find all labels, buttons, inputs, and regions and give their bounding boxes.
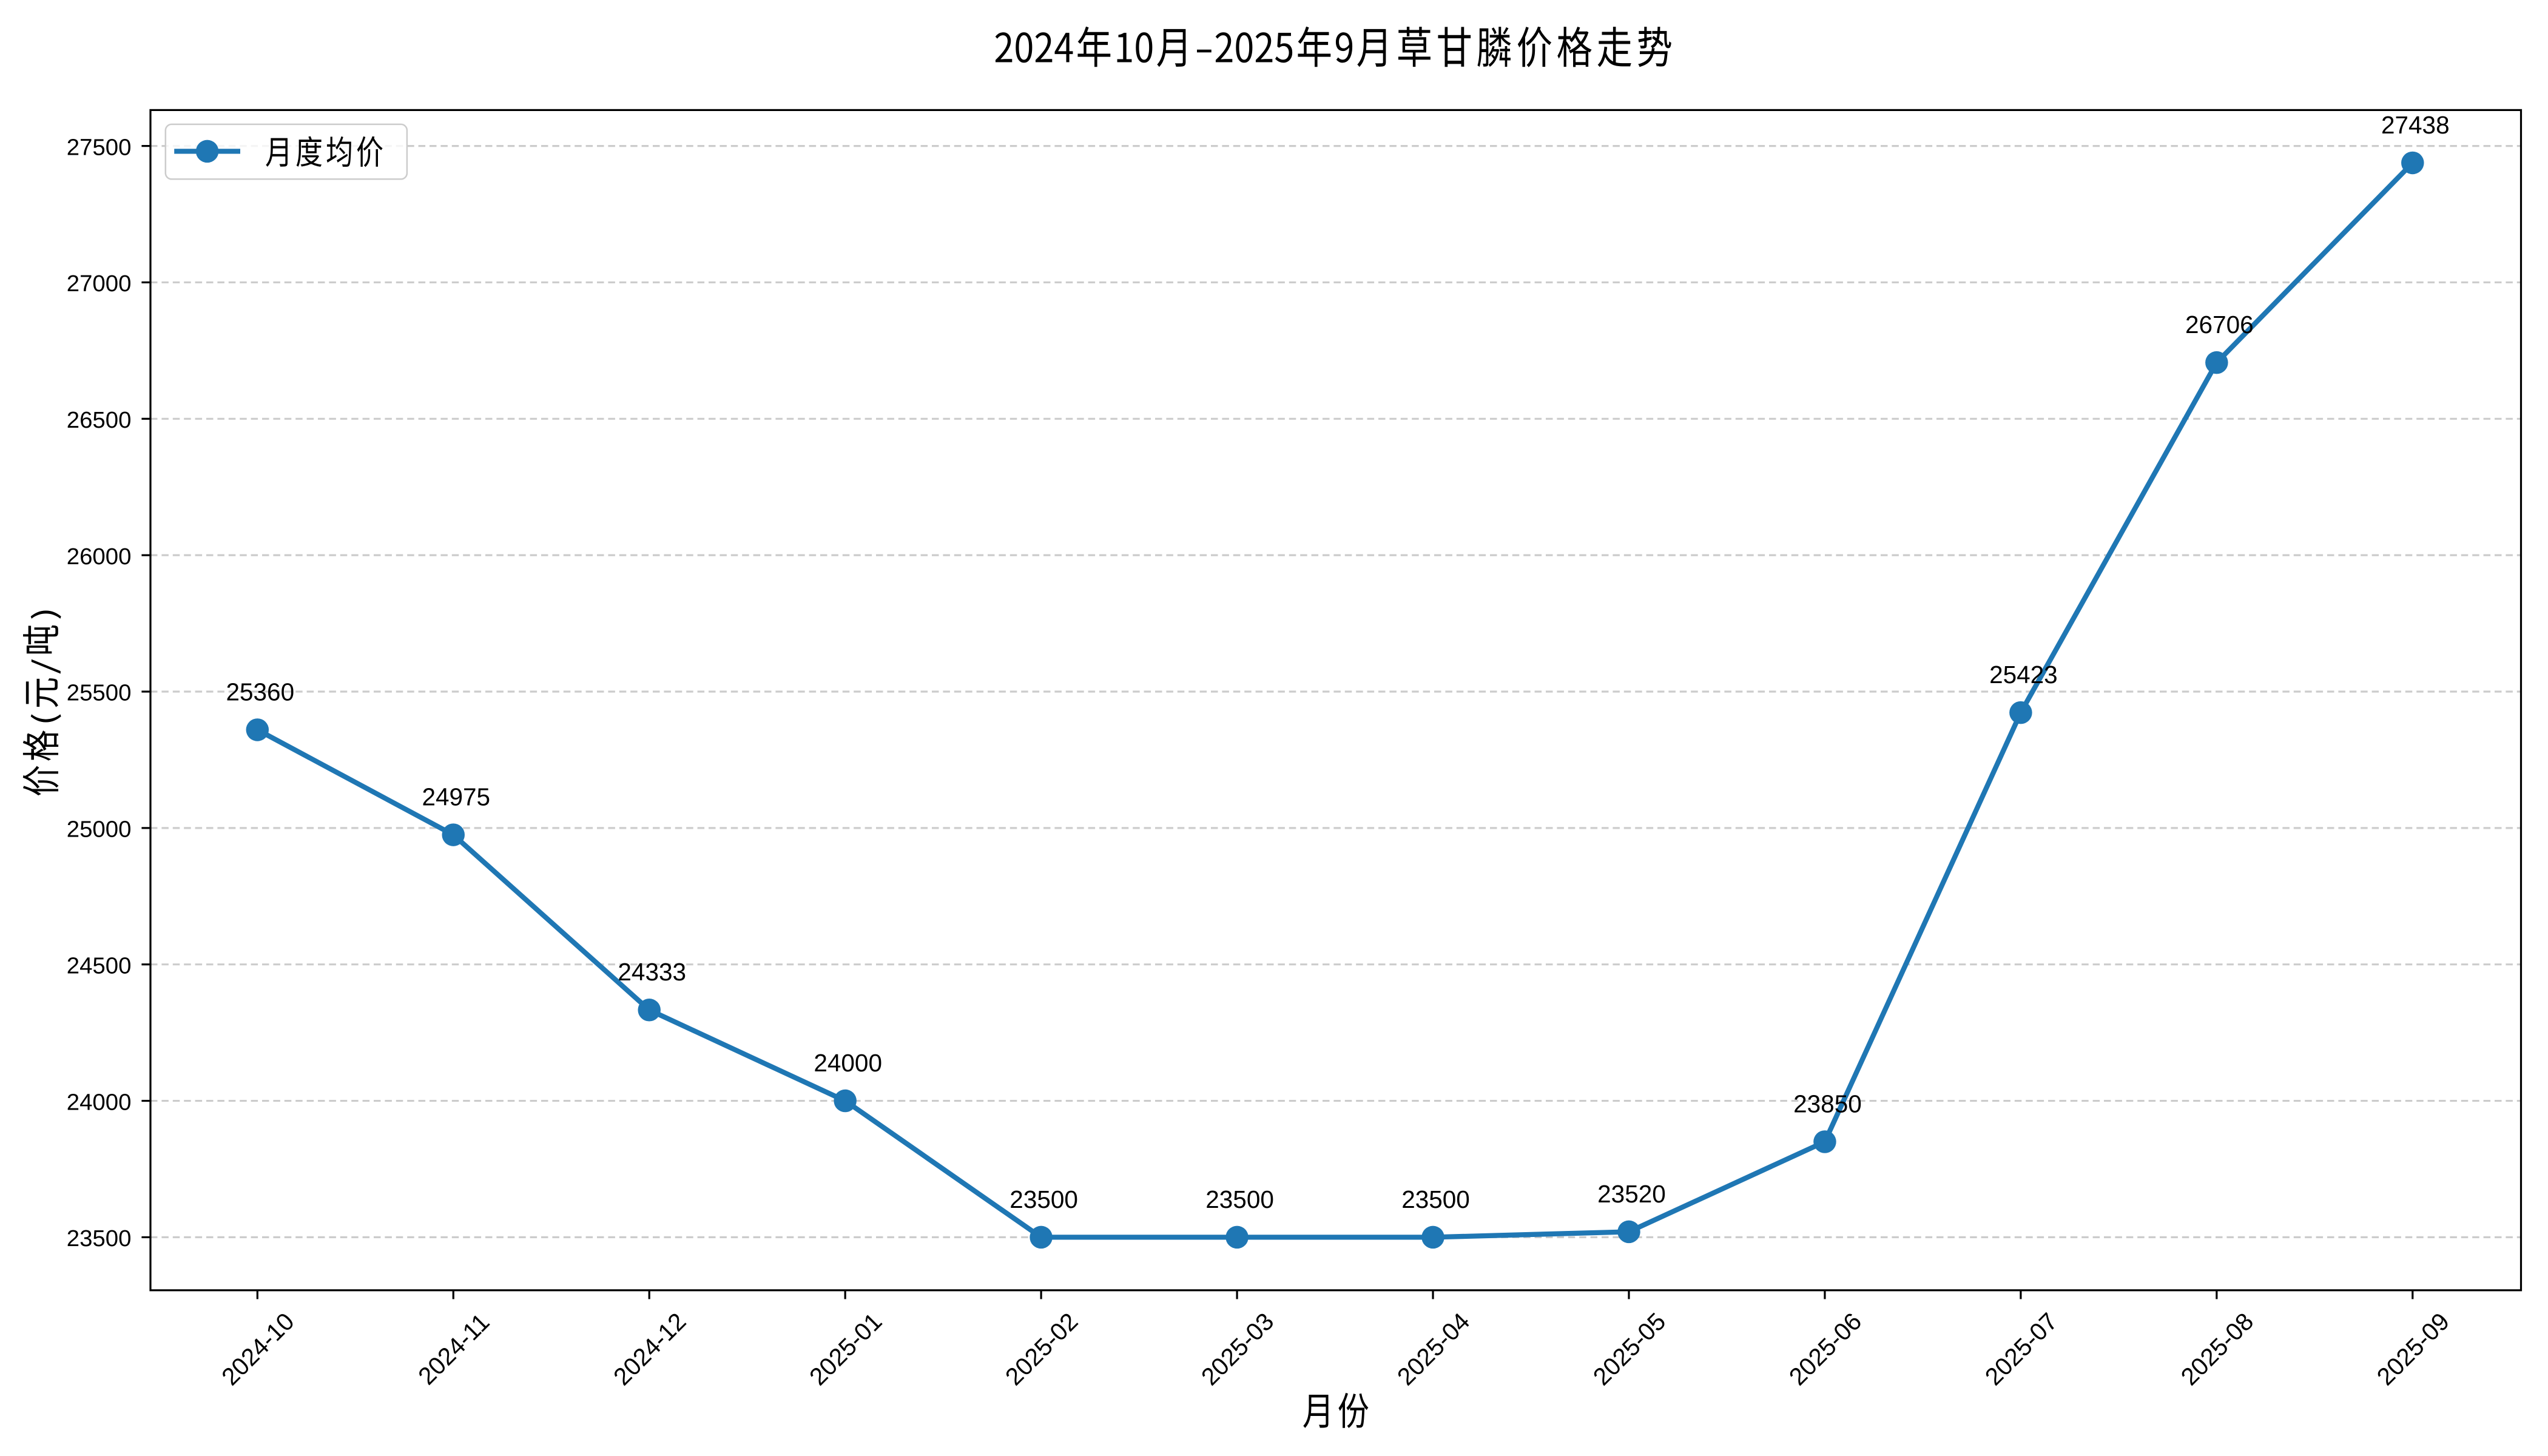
svg-text:23500: 23500 bbox=[67, 1225, 132, 1252]
svg-text:23500: 23500 bbox=[1401, 1185, 1470, 1213]
svg-text:24975: 24975 bbox=[422, 783, 490, 811]
svg-text:25000: 25000 bbox=[67, 817, 132, 843]
svg-text:24500: 24500 bbox=[67, 952, 132, 979]
svg-text:24000: 24000 bbox=[67, 1089, 132, 1115]
svg-text:27000: 27000 bbox=[67, 271, 132, 297]
svg-text:26500: 26500 bbox=[67, 407, 132, 433]
svg-text:25423: 25423 bbox=[1989, 661, 2058, 689]
svg-text:24333: 24333 bbox=[618, 958, 686, 986]
svg-text:24000: 24000 bbox=[814, 1049, 882, 1077]
svg-text:25360: 25360 bbox=[226, 678, 294, 706]
svg-text:23850: 23850 bbox=[1793, 1090, 1862, 1117]
svg-text:25500: 25500 bbox=[67, 680, 132, 706]
svg-text:26706: 26706 bbox=[2185, 311, 2254, 339]
svg-text:23500: 23500 bbox=[1009, 1185, 1078, 1213]
svg-text:23520: 23520 bbox=[1597, 1180, 1666, 1208]
svg-text:27500: 27500 bbox=[67, 134, 132, 160]
svg-text:23500: 23500 bbox=[1205, 1185, 1274, 1213]
svg-text:26000: 26000 bbox=[67, 544, 132, 570]
svg-text:27438: 27438 bbox=[2381, 111, 2450, 139]
